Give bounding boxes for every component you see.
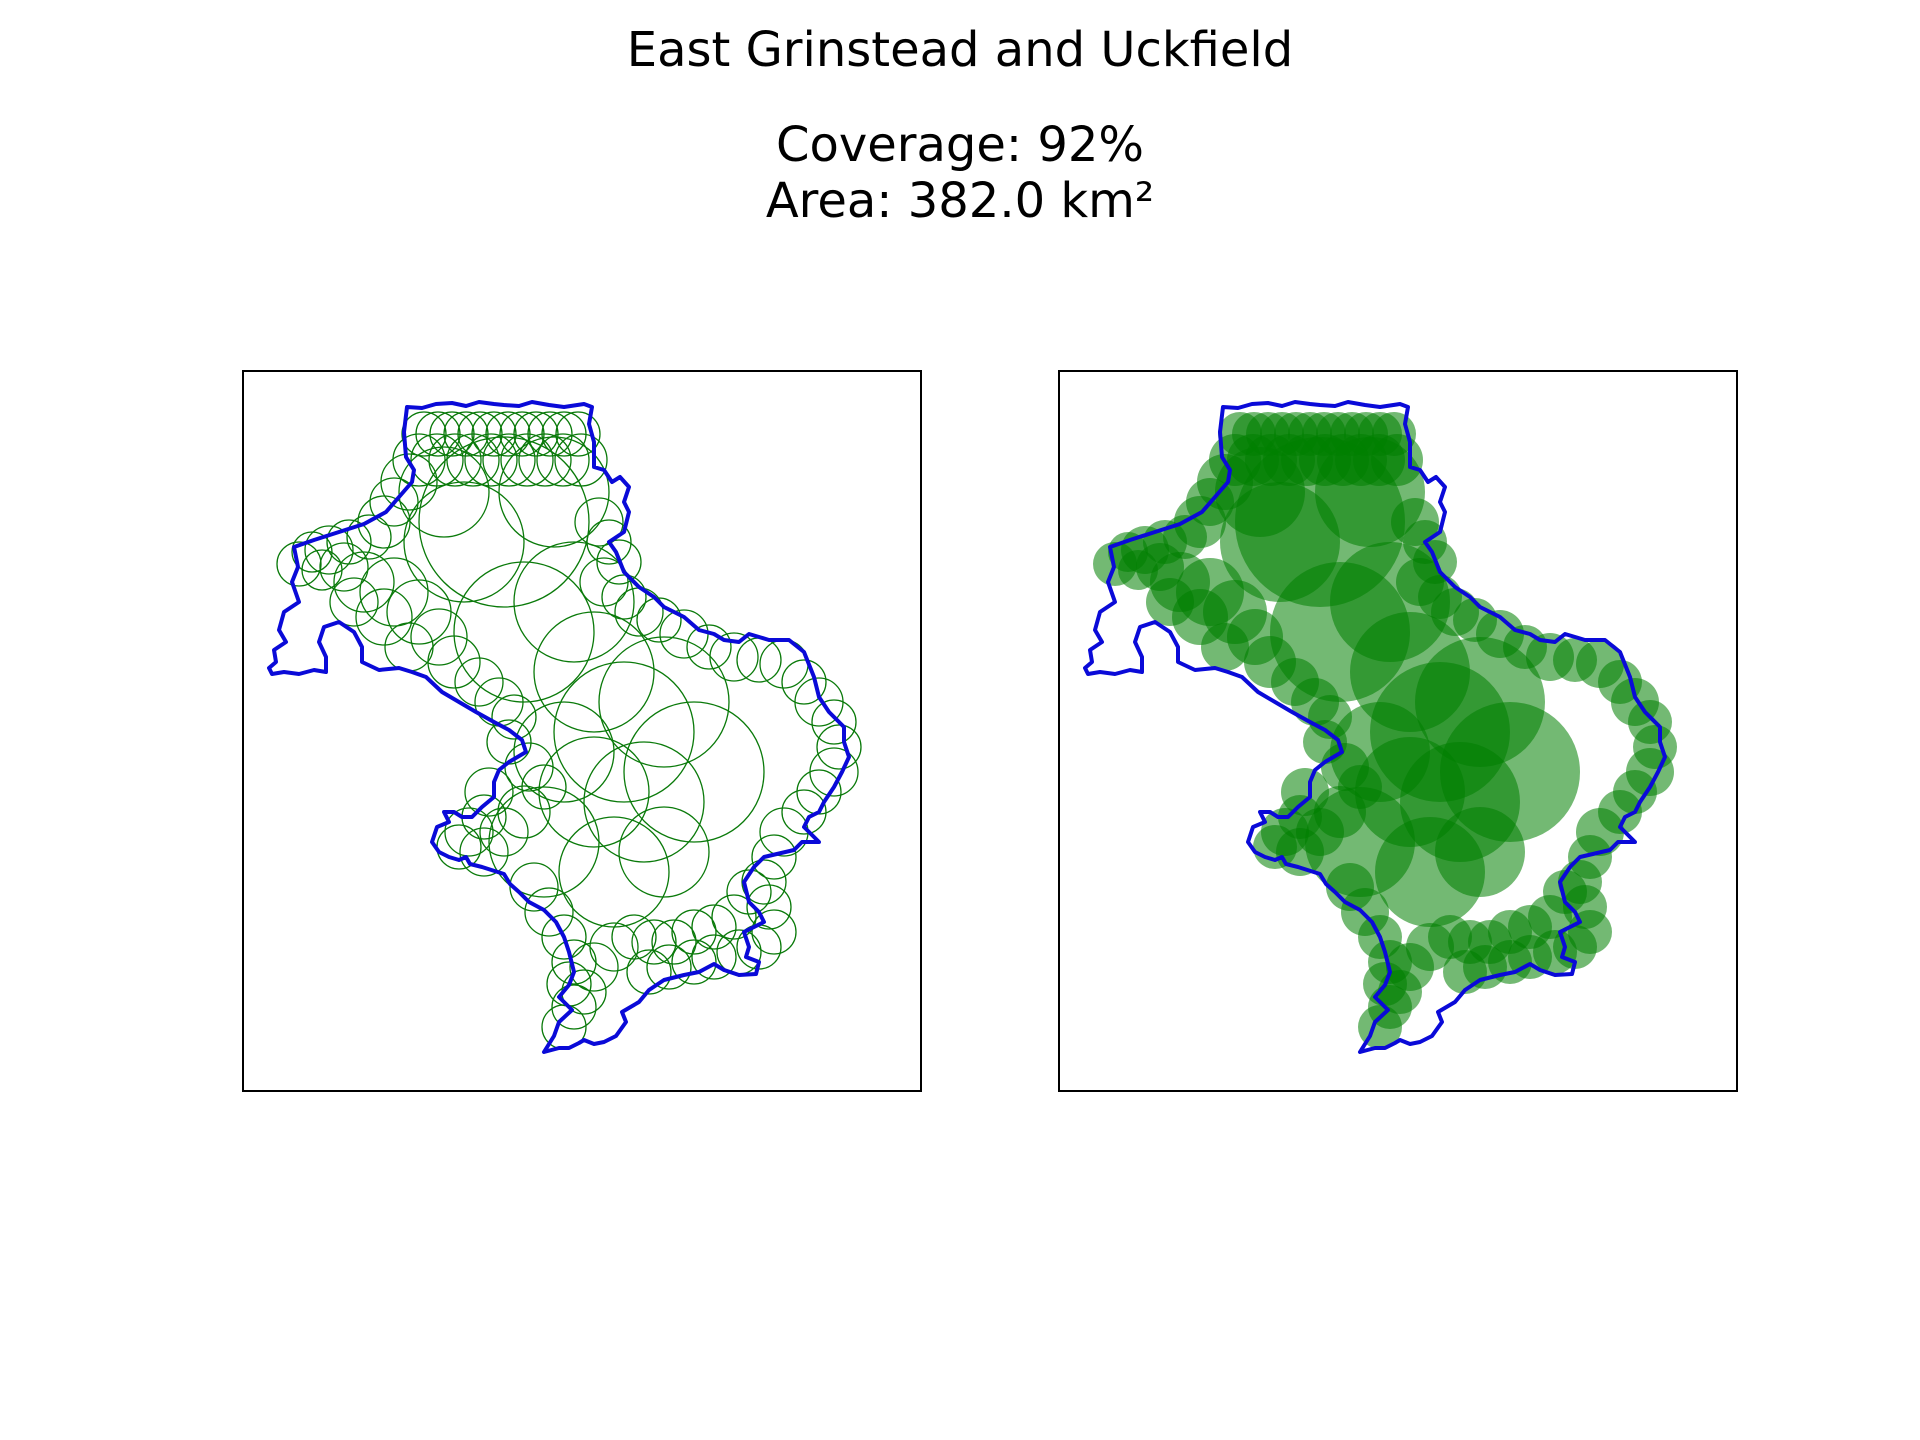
coverage-circle	[551, 984, 597, 1030]
coverage-text: Coverage: 92%	[775, 117, 1145, 173]
coverage-circle	[811, 699, 857, 745]
coverage-circle	[759, 807, 809, 857]
coverage-circle	[726, 869, 772, 915]
coverage-circle	[304, 525, 354, 575]
area-text: Area: 382.0 km²	[765, 173, 1155, 229]
coverage-circle	[509, 862, 559, 912]
coverage-circle	[513, 541, 635, 663]
coverage-circle	[319, 542, 369, 592]
coverage-circle	[751, 909, 797, 955]
filled-map	[1083, 400, 1677, 1054]
coverage-circle	[329, 577, 379, 627]
coverage-circle	[555, 411, 601, 457]
coverage-circle	[454, 657, 504, 707]
coverage-circle	[453, 561, 595, 703]
circle-filled-panel	[1058, 370, 1738, 1092]
coverage-circle	[691, 904, 737, 950]
coverage-disc	[1215, 447, 1305, 537]
coverage-circle	[386, 579, 452, 645]
coverage-circle	[589, 922, 639, 972]
coverage-circle	[403, 481, 525, 603]
coverage-circles	[276, 411, 862, 1050]
coverage-circle	[618, 806, 710, 898]
coverage-circle	[586, 519, 632, 565]
coverage-circle	[686, 624, 732, 670]
coverage-circle	[444, 807, 494, 857]
coverage-circle	[498, 436, 610, 548]
coverage-circle	[418, 436, 590, 608]
coverage-circle	[601, 574, 647, 620]
coverage-disc	[1543, 870, 1587, 914]
coverage-circle	[651, 919, 697, 965]
coverage-circle	[464, 433, 518, 487]
coverage-circle	[497, 785, 551, 839]
coverage-circle	[623, 701, 765, 843]
coverage-circle	[671, 939, 717, 985]
coverage-circle	[488, 786, 600, 898]
coverage-circle	[479, 807, 529, 857]
outline-map	[267, 400, 862, 1054]
coverage-circle	[333, 551, 395, 613]
circle-outline-panel	[242, 370, 922, 1092]
coverage-circle	[459, 827, 509, 877]
coverage-circle	[626, 949, 672, 995]
coverage-circle	[781, 659, 827, 705]
coverage-circle	[346, 514, 392, 560]
coverage-circle	[553, 661, 695, 803]
coverage-circle	[410, 608, 468, 666]
coverage-circle	[513, 701, 615, 803]
figure-subtitle: Coverage: 92% Area: 382.0 km²	[0, 117, 1920, 229]
coverage-disc	[1435, 807, 1525, 897]
coverage-circle	[816, 724, 862, 770]
coverage-circle	[369, 477, 419, 527]
coverage-circle	[276, 541, 322, 587]
coverage-circle	[521, 764, 567, 810]
figure-title: East Grinstead and Uckfield	[626, 22, 1294, 78]
coverage-circle	[691, 934, 737, 980]
coverage-circle	[558, 816, 670, 928]
coverage-circle	[598, 636, 730, 768]
coverage-circle	[538, 736, 650, 848]
coverage-circle	[646, 944, 692, 990]
coverage-circle	[541, 914, 587, 960]
coverage-circle	[746, 884, 792, 930]
coverage-disc	[1201, 623, 1249, 671]
coverage-circle	[751, 834, 797, 880]
coverage-circle	[482, 433, 536, 487]
coverage-circle	[518, 433, 572, 487]
coverage-circle	[796, 769, 842, 815]
coverage-circle	[611, 914, 657, 960]
coverage-circle	[671, 909, 717, 955]
coverage-circle	[583, 741, 705, 863]
coverage-circle	[631, 919, 677, 965]
coverage-circle	[436, 824, 482, 870]
coverage-circle	[446, 433, 500, 487]
coverage-circle	[536, 433, 590, 487]
coverage-circle	[500, 433, 554, 487]
coverage-circle	[427, 635, 481, 689]
district-boundary	[1083, 400, 1667, 1054]
coverage-discs	[1093, 412, 1677, 1049]
coverage-circle	[401, 411, 447, 457]
coverage-circle	[596, 539, 642, 585]
coverage-circle	[709, 632, 759, 682]
coverage-circle	[736, 637, 782, 683]
coverage-disc	[1303, 720, 1347, 764]
coverage-circle	[533, 611, 655, 733]
coverage-circle	[428, 433, 482, 487]
coverage-disc	[1146, 578, 1194, 626]
coverage-circle	[491, 694, 537, 740]
coverage-circle	[398, 446, 490, 538]
coverage-circle	[524, 887, 574, 937]
district-boundary	[267, 400, 851, 1054]
coverage-circle	[574, 497, 624, 547]
coverage-circle	[636, 597, 682, 643]
coverage-circle	[301, 549, 343, 591]
coverage-circle	[781, 789, 827, 835]
coverage-circle	[359, 557, 429, 627]
coverage-circle	[569, 942, 619, 992]
coverage-circle	[355, 588, 413, 646]
coverage-circle	[711, 894, 757, 940]
coverage-circle	[464, 767, 514, 817]
